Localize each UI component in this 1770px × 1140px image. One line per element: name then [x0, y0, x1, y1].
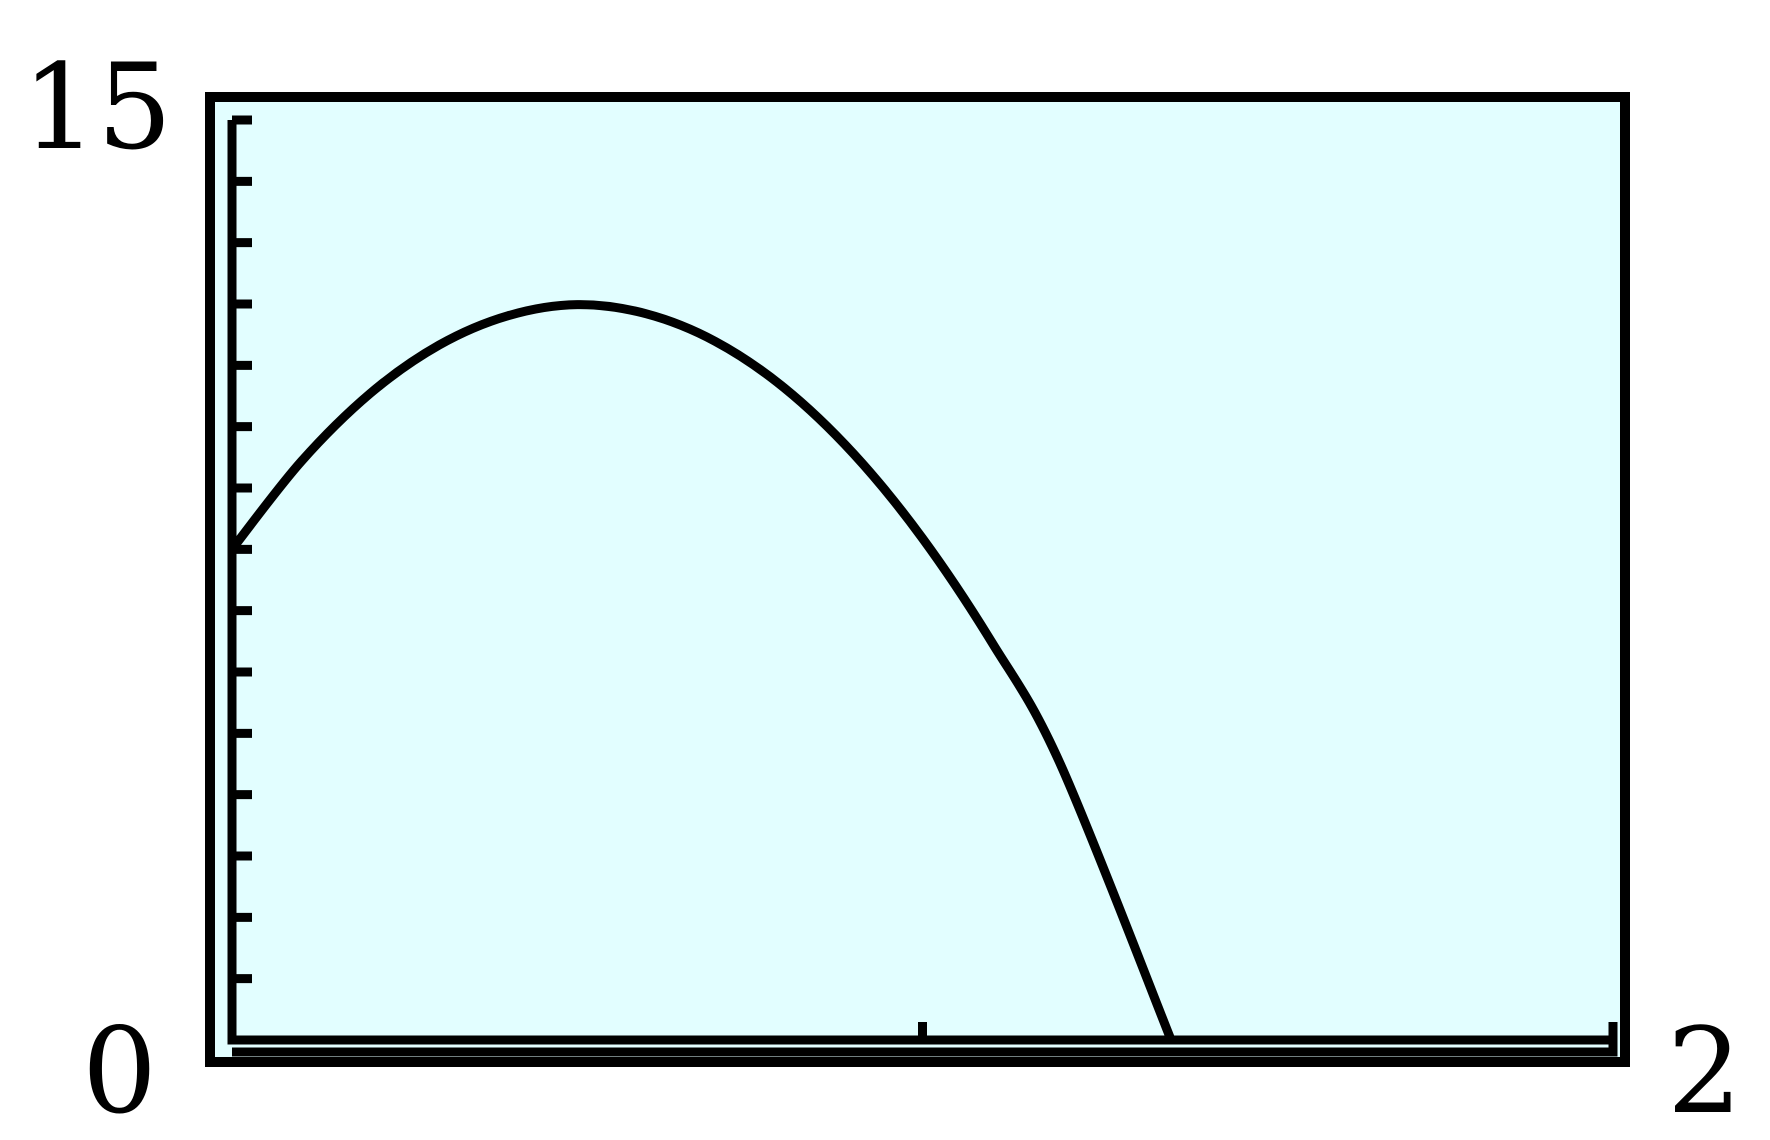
y-max-label: 15: [22, 38, 172, 176]
origin-label: 0: [82, 1002, 157, 1140]
x-max-label: 2: [1667, 1002, 1742, 1140]
axis-lines: [227, 120, 1618, 1057]
plot-background: [205, 92, 1630, 1067]
series-curve: [228, 300, 1176, 1042]
